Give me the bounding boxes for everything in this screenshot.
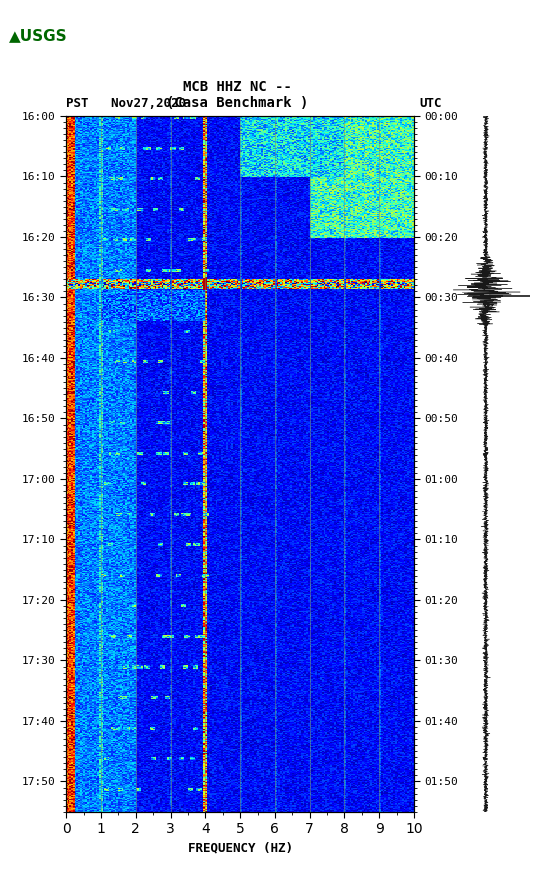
Text: UTC: UTC bbox=[420, 96, 442, 110]
X-axis label: FREQUENCY (HZ): FREQUENCY (HZ) bbox=[188, 842, 293, 855]
Text: PST   Nov27,2020: PST Nov27,2020 bbox=[66, 96, 186, 110]
Text: ▲USGS: ▲USGS bbox=[9, 29, 67, 43]
Text: MCB HHZ NC --: MCB HHZ NC -- bbox=[183, 79, 292, 94]
Text: (Casa Benchmark ): (Casa Benchmark ) bbox=[166, 95, 309, 110]
